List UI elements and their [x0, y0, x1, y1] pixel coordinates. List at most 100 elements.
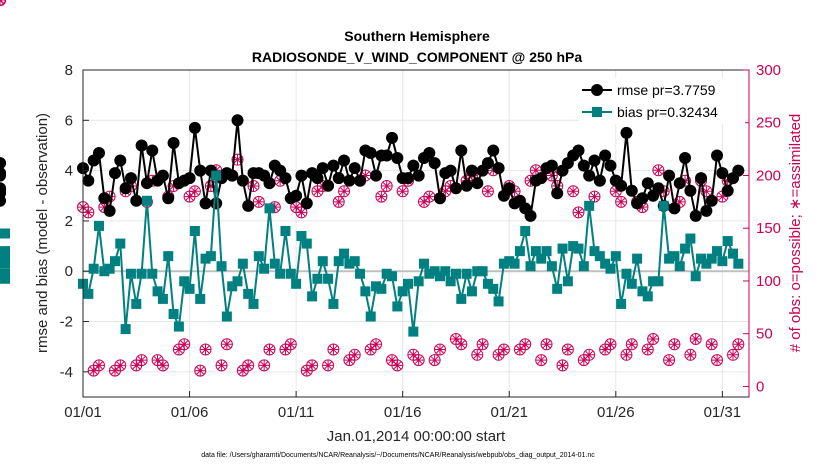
- obs-possible-marker: [242, 359, 255, 372]
- bias-point: [733, 258, 744, 269]
- obs-possible-marker: [295, 206, 308, 219]
- obs-assimilated-marker: [307, 360, 318, 371]
- bias-point: [456, 293, 467, 304]
- obs-point: [188, 185, 201, 198]
- obs-assimilated-marker: [376, 191, 387, 202]
- obs-assimilated-marker: [424, 191, 435, 202]
- obs-assimilated-marker: [392, 360, 403, 371]
- bias-point: [530, 246, 541, 257]
- obs-possible-marker: [332, 195, 345, 208]
- bias-point: [525, 261, 536, 272]
- obs-assimilated-marker: [552, 181, 563, 192]
- obs-assimilated-marker: [520, 339, 531, 350]
- obs-possible-marker: [92, 359, 105, 372]
- bias-point: [589, 246, 600, 257]
- obs-assimilated-marker: [232, 154, 243, 165]
- obs-point: [732, 338, 745, 351]
- obs-assimilated-marker: [333, 196, 344, 207]
- bias-point: [434, 271, 445, 282]
- rmse-point: [487, 144, 500, 157]
- rmse-point: [364, 147, 377, 160]
- obs-assimilated-marker: [530, 165, 541, 176]
- bias-point: [243, 288, 254, 299]
- obs-possible-marker: [727, 348, 740, 361]
- obs-point: [497, 343, 510, 356]
- obs-possible-marker: [338, 185, 351, 198]
- bias-point: [573, 243, 584, 254]
- bias-point: [232, 276, 243, 287]
- bias-point: [658, 200, 669, 211]
- rmse-point: [428, 157, 441, 170]
- rmse-point: [0, 157, 6, 170]
- obs-assimilated-marker: [301, 365, 312, 376]
- bias-point: [520, 225, 531, 236]
- obs-assimilated-marker: [440, 186, 451, 197]
- obs-possible-marker: [188, 185, 201, 198]
- obs-assimilated-marker: [200, 344, 211, 355]
- bias-point: [557, 243, 568, 254]
- bias-point: [355, 268, 366, 279]
- obs-point: [711, 354, 724, 367]
- obs-assimilated-marker: [131, 360, 142, 371]
- obs-assimilated-marker: [109, 365, 120, 376]
- obs-assimilated-marker: [285, 339, 296, 350]
- obs-point: [705, 338, 718, 351]
- x-tick-label: 01/31: [704, 404, 742, 421]
- obs-point: [220, 338, 233, 351]
- rmse-point: [119, 182, 132, 195]
- rmse-point: [82, 174, 95, 187]
- bias-point: [706, 253, 717, 264]
- obs-assimilated-marker: [621, 349, 632, 360]
- bias-point: [307, 291, 318, 302]
- bias-point: [648, 276, 659, 287]
- obs-assimilated-marker: [493, 349, 504, 360]
- bias-point: [387, 271, 398, 282]
- rmse-point: [465, 164, 478, 177]
- obs-point: [258, 359, 271, 372]
- bias-point: [157, 293, 168, 304]
- rmse-point: [300, 197, 313, 210]
- obs-assimilated-marker: [381, 181, 392, 192]
- obs-assimilated-marker: [349, 349, 360, 360]
- bias-point: [0, 268, 10, 279]
- obs-possible-marker: [428, 354, 441, 367]
- obs-possible-marker: [263, 343, 276, 356]
- obs-point: [92, 359, 105, 372]
- obs-point: [375, 190, 388, 203]
- obs-assimilated-marker: [152, 355, 163, 366]
- y2-tick-label: 250: [756, 115, 781, 132]
- y2-tick-label: 0: [756, 378, 764, 395]
- obs-assimilated-marker: [674, 196, 685, 207]
- obs-point: [481, 185, 494, 198]
- bias-point: [637, 286, 648, 297]
- obs-assimilated-marker: [685, 349, 696, 360]
- bias-point: [120, 324, 131, 335]
- obs-assimilated-marker: [728, 349, 739, 360]
- bias-point: [163, 251, 174, 262]
- rmse-point: [162, 192, 175, 205]
- y2-tick-label: 200: [756, 167, 781, 184]
- rmse-line: [82, 120, 740, 219]
- bias-point: [461, 268, 472, 279]
- bias-point: [0, 258, 10, 269]
- obs-possible-marker: [689, 332, 702, 345]
- rmse-point: [412, 169, 425, 182]
- obs-possible-marker: [114, 359, 127, 372]
- obs-point: [471, 348, 484, 361]
- obs-assimilated-marker: [157, 360, 168, 371]
- obs-assimilated-marker: [669, 339, 680, 350]
- obs-possible-marker: [284, 338, 297, 351]
- rmse-point: [242, 199, 255, 212]
- obs-assimilated-marker: [626, 339, 637, 350]
- rmse-point: [183, 172, 196, 185]
- obs-point: [647, 332, 660, 345]
- obs-point: [332, 195, 345, 208]
- obs-point: [396, 185, 409, 198]
- rmse-point: [524, 209, 537, 222]
- obs-point: [604, 338, 617, 351]
- obs-assimilated-marker: [83, 207, 94, 218]
- rmse-point: [0, 167, 6, 180]
- bias-point: [552, 283, 563, 294]
- rmse-point: [354, 174, 367, 187]
- rmse-point: [583, 169, 596, 182]
